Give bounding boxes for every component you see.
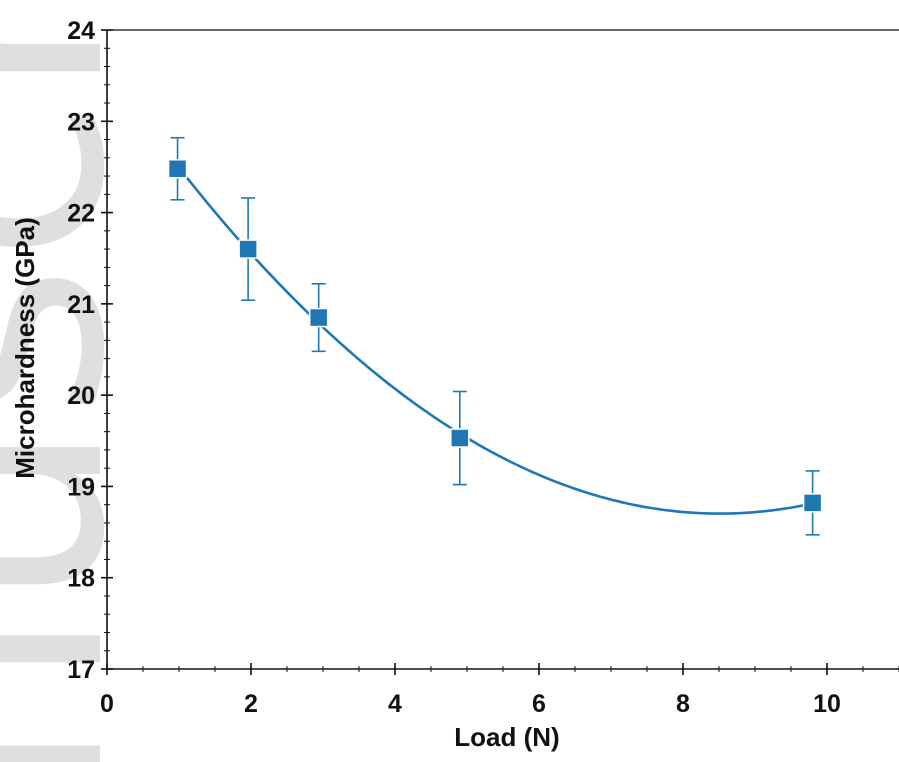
- y-axis-title: Microhardness (GPa): [10, 217, 40, 479]
- data-point-marker: [167, 159, 188, 179]
- y-tick-label: 23: [67, 108, 95, 136]
- error-bars-group: [170, 136, 820, 536]
- watermark: nuscript: [0, 0, 171, 762]
- y-tick-label: 17: [67, 656, 95, 684]
- data-point-marker: [238, 239, 258, 259]
- data-point-marker: [308, 307, 329, 328]
- x-tick-label: 6: [532, 690, 546, 718]
- y-tick-label: 24: [67, 17, 95, 45]
- y-tick-label: 19: [67, 473, 95, 501]
- x-tick-label: 0: [100, 690, 114, 718]
- x-axis-title: Load (N): [454, 722, 559, 752]
- y-tick-label: 22: [67, 200, 95, 228]
- fit-curve: [176, 164, 813, 515]
- data-markers-group: [167, 159, 823, 513]
- y-tick-label: 21: [67, 291, 95, 319]
- x-tick-label: 4: [388, 690, 402, 718]
- data-point-marker: [450, 428, 470, 448]
- fit-curve-group: [176, 164, 813, 515]
- x-tick-label: 10: [813, 690, 841, 718]
- x-tick-label: 2: [244, 690, 258, 718]
- data-point-marker: [802, 493, 823, 513]
- x-tick-label: 8: [676, 690, 690, 718]
- y-tick-label: 20: [67, 382, 95, 410]
- y-tick-label: 18: [67, 565, 95, 593]
- watermark-text: nuscript: [0, 0, 171, 762]
